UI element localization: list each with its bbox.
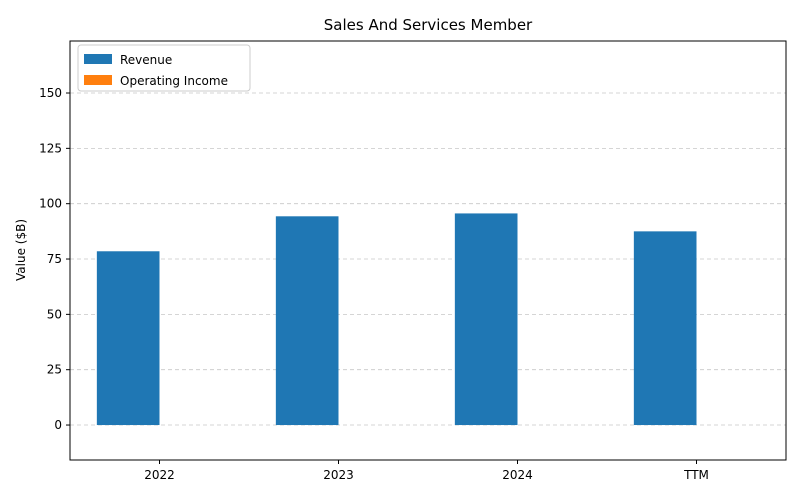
y-tick-label: 150	[39, 86, 62, 100]
y-tick-label: 50	[47, 307, 62, 321]
y-tick-label: 25	[47, 363, 62, 377]
legend-label: Operating Income	[120, 74, 228, 88]
y-axis-label: Value ($B)	[14, 219, 28, 281]
legend-swatch	[84, 75, 112, 85]
bar-revenue	[275, 216, 339, 426]
x-tick-label: 2024	[502, 468, 533, 482]
bar-revenue	[454, 213, 518, 426]
y-tick-label: 100	[39, 197, 62, 211]
legend-label: Revenue	[120, 53, 172, 67]
bar-revenue	[96, 251, 160, 426]
bar-revenue	[633, 231, 697, 426]
chart-title: Sales And Services Member	[324, 16, 533, 34]
y-tick-label: 0	[54, 418, 62, 432]
y-tick-label: 125	[39, 141, 62, 155]
x-tick-label: 2022	[144, 468, 175, 482]
grid-lines	[70, 92, 786, 426]
legend: Revenue Operating Income	[77, 44, 251, 92]
axes: 0 25 50 75 100 125 150 2022 2023 2024 TTM	[39, 40, 787, 482]
x-tick-label: 2023	[323, 468, 354, 482]
x-tick-label: TTM	[683, 468, 709, 482]
legend-box	[77, 44, 251, 92]
y-tick-label: 75	[47, 252, 62, 266]
bars	[96, 213, 697, 426]
plot-frame	[69, 40, 787, 461]
legend-swatch	[84, 54, 112, 64]
